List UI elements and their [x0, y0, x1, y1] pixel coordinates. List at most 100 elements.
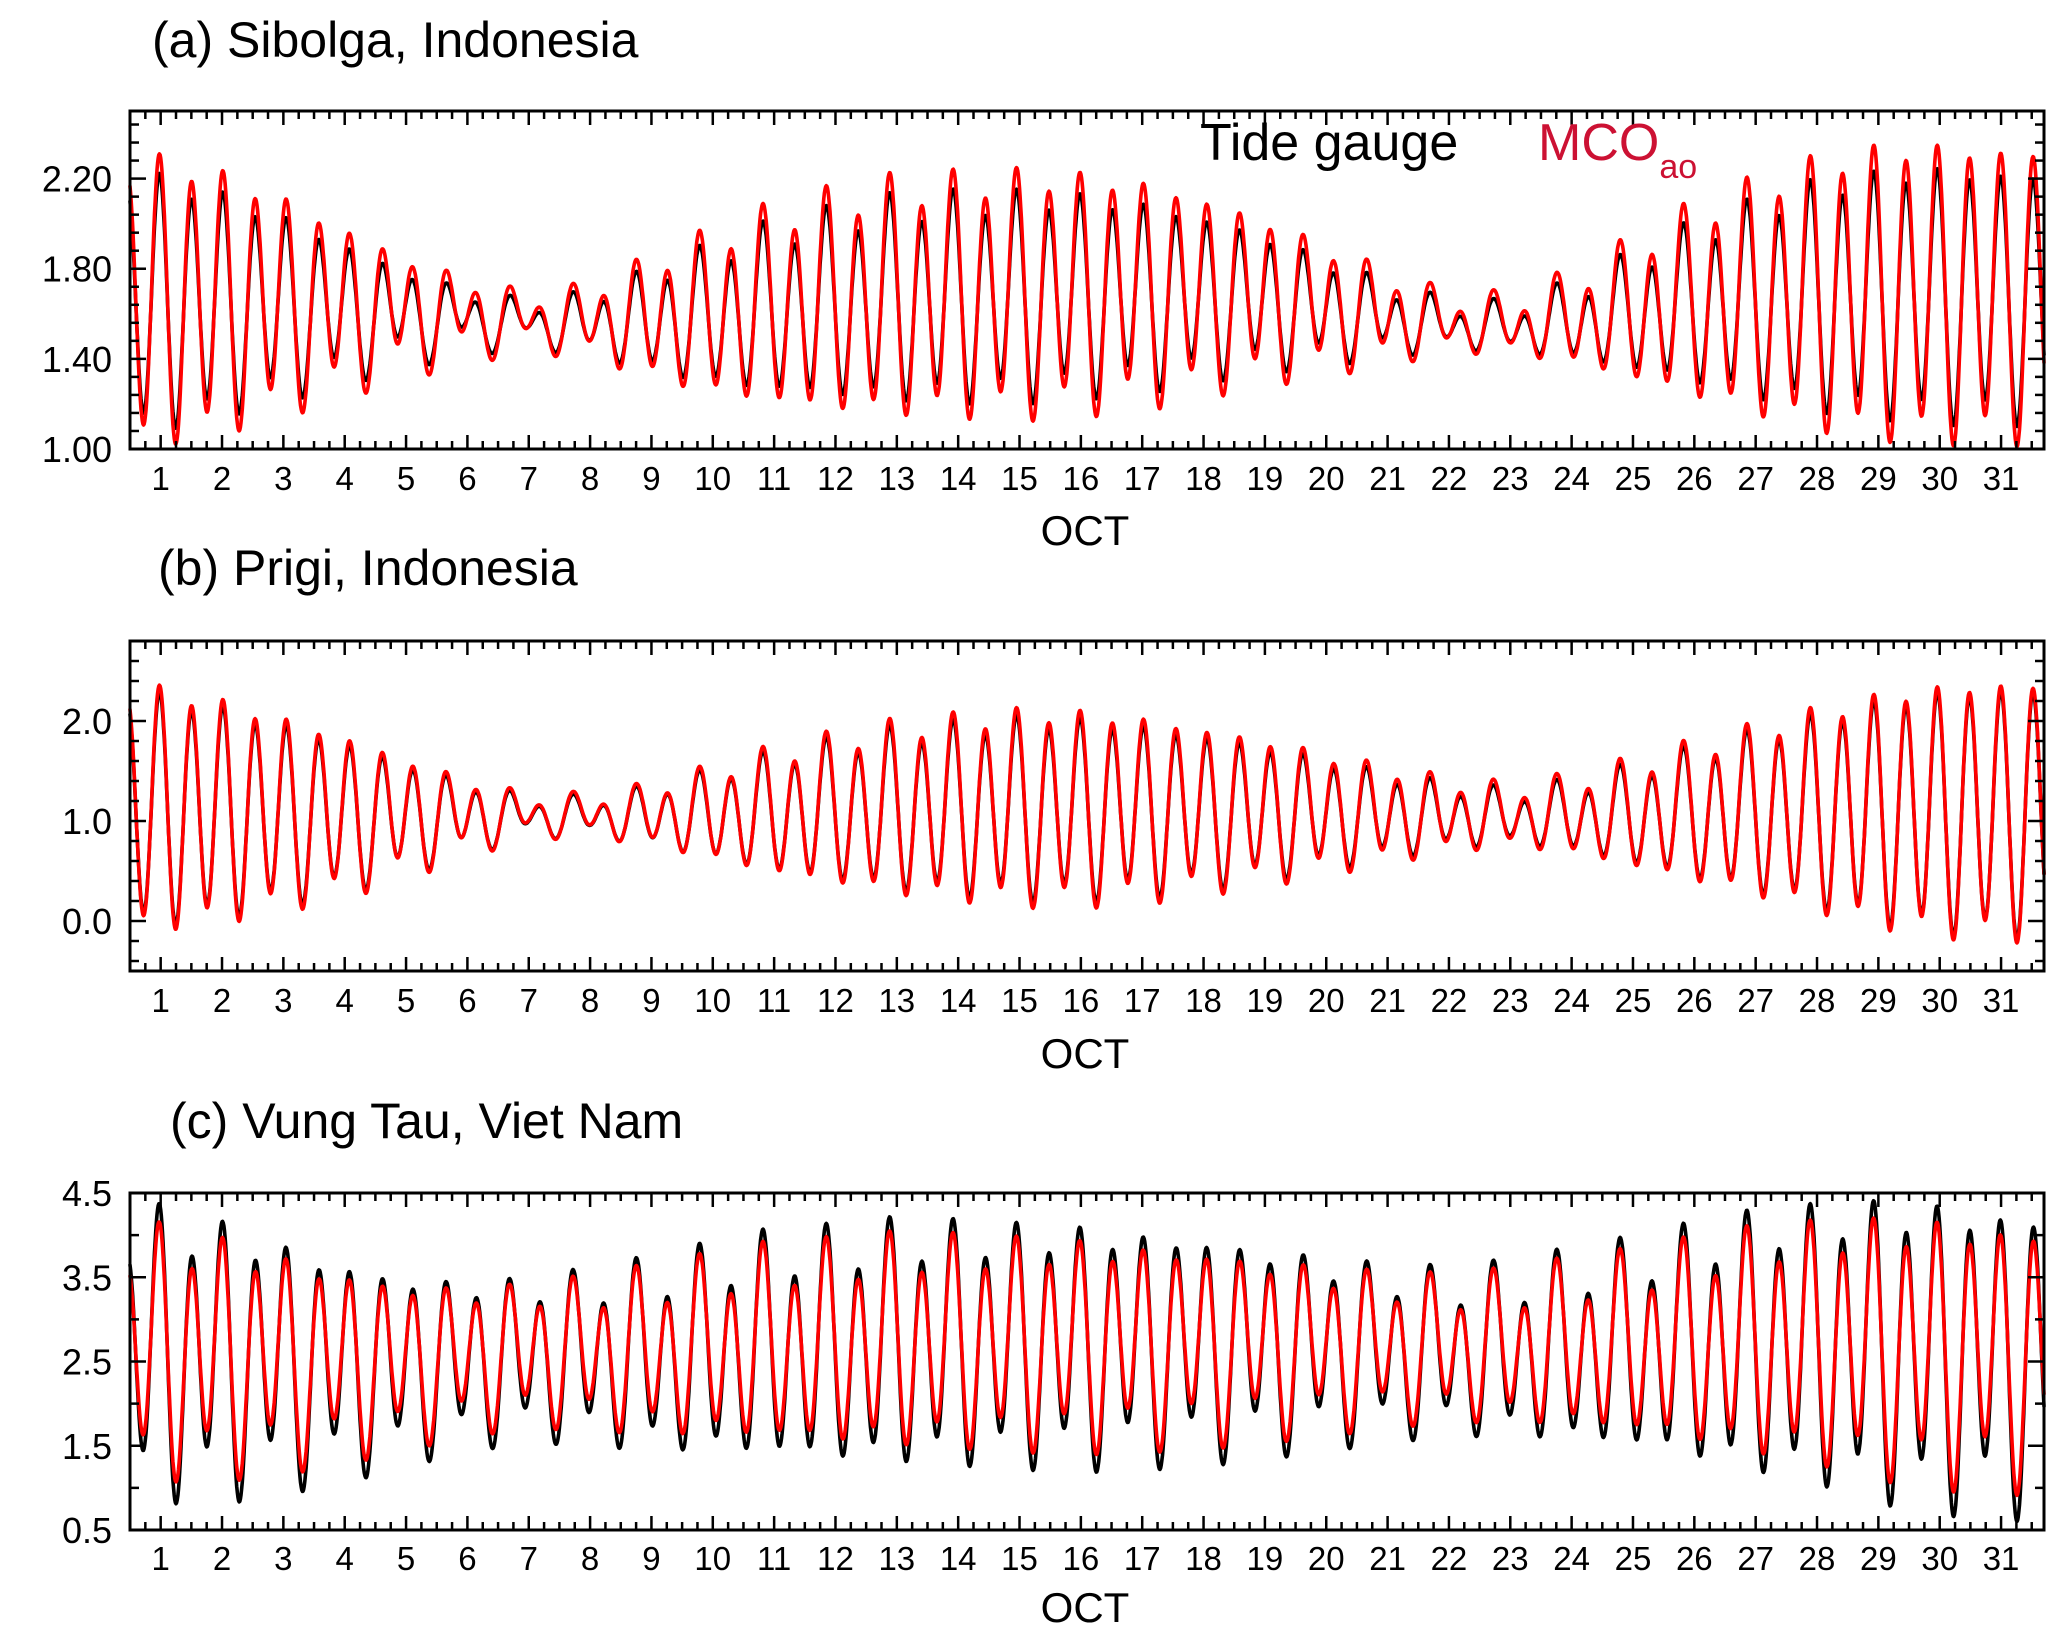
- panel-b-x-tick-label: 9: [642, 982, 660, 1019]
- panel-b-x-tick-label: 16: [1063, 982, 1100, 1019]
- panel-b-title: (b) Prigi, Indonesia: [158, 540, 578, 596]
- panel-c-x-tick-label: 4: [336, 1540, 354, 1577]
- panel-b-plot-frame: [128, 639, 2046, 973]
- panel-c-x-tick-label: 1: [151, 1540, 169, 1577]
- panel-b: (b) Prigi, Indonesia 1 2 3 4 5 6 7 8 9 10 11 12 13 14…: [62, 540, 2046, 1077]
- panel-a-x-tick-label: 30: [1921, 460, 1958, 497]
- panel-c-x-tick-label: 10: [694, 1540, 731, 1577]
- panel-c-x-tick-label: 7: [520, 1540, 538, 1577]
- panel-a-x-tick-label: 19: [1247, 460, 1284, 497]
- panel-b-series-mco-line: [128, 683, 2046, 945]
- panel-a-x-tick-label: 13: [878, 460, 915, 497]
- panel-c-x-tick-label: 23: [1492, 1540, 1529, 1577]
- panel-c-y-tick-label: 4.5: [62, 1173, 112, 1214]
- panel-b-x-tick-label: 19: [1247, 982, 1284, 1019]
- panel-b-xlabel: OCT: [1041, 1030, 1130, 1077]
- panel-a-x-tick-label: 23: [1492, 460, 1529, 497]
- panel-a-x-tick-label: 10: [694, 460, 731, 497]
- panel-b-y-tick-label: 2.0: [62, 701, 112, 742]
- panel-a-x-tick-label: 2: [213, 460, 231, 497]
- panel-a-title: (a) Sibolga, Indonesia: [152, 12, 639, 68]
- panel-c-x-tick-label: 20: [1308, 1540, 1345, 1577]
- panel-b-ticks: 1 2 3 4 5 6 7 8 9 10 11 12 13 14 15 16 17 18 19 20 21 22 23 24 2…: [62, 639, 2044, 1019]
- panel-a-x-tick-label: 21: [1369, 460, 1406, 497]
- legend-tide-gauge: Tide gauge: [1200, 114, 1458, 172]
- panel-a-x-tick-label: 11: [757, 460, 791, 497]
- panel-b-x-tick-label: 28: [1799, 982, 1836, 1019]
- panel-c-x-tick-label: 25: [1615, 1540, 1652, 1577]
- panel-b-x-tick-label: 10: [694, 982, 731, 1019]
- panel-b-series: [128, 683, 2046, 945]
- panel-b-x-tick-label: 8: [581, 982, 599, 1019]
- legend: Tide gauge MCOao: [1200, 114, 1697, 186]
- panel-b-x-tick-label: 29: [1860, 982, 1897, 1019]
- panel-b-y-tick-label: 1.0: [62, 801, 112, 842]
- panel-a-x-tick-label: 22: [1431, 460, 1468, 497]
- panel-b-x-tick-label: 5: [397, 982, 415, 1019]
- panel-a-x-tick-label: 29: [1860, 460, 1897, 497]
- panel-a: (a) Sibolga, Indonesia 1 2 3 4 5 6 7 8 9 10 11 12 13…: [42, 12, 2046, 554]
- panel-c-x-tick-label: 18: [1185, 1540, 1222, 1577]
- panel-c-x-tick-label: 6: [458, 1540, 476, 1577]
- panel-a-x-tick-label: 3: [274, 460, 292, 497]
- panel-b-x-tick-label: 17: [1124, 982, 1161, 1019]
- panel-a-x-tick-label: 14: [940, 460, 977, 497]
- panel-a-x-tick-label: 5: [397, 460, 415, 497]
- panel-b-x-tick-label: 14: [940, 982, 977, 1019]
- panel-c-x-tick-label: 2: [213, 1540, 231, 1577]
- panel-a-x-tick-label: 4: [336, 460, 354, 497]
- panel-a-y-tick-label: 2.20: [42, 159, 112, 200]
- panel-a-x-tick-label: 15: [1001, 460, 1038, 497]
- panel-b-x-tick-label: 3: [274, 982, 292, 1019]
- panel-a-series: [128, 143, 2046, 449]
- panel-c-x-tick-label: 21: [1369, 1540, 1406, 1577]
- panel-a-x-tick-label: 25: [1615, 460, 1652, 497]
- panel-a-x-tick-label: 12: [817, 460, 854, 497]
- panel-c-x-tick-label: 22: [1431, 1540, 1468, 1577]
- panel-c-y-tick-label: 0.5: [62, 1510, 112, 1551]
- panel-c-x-tick-label: 31: [1983, 1540, 2020, 1577]
- panel-c-x-tick-label: 14: [940, 1540, 977, 1577]
- panel-a-x-tick-label: 31: [1983, 460, 2020, 497]
- panel-c-x-tick-label: 3: [274, 1540, 292, 1577]
- panel-c-xlabel: OCT: [1041, 1584, 1130, 1631]
- panel-b-x-tick-label: 20: [1308, 982, 1345, 1019]
- panel-a-series-mco-line: [128, 143, 2046, 449]
- panel-b-x-tick-label: 27: [1737, 982, 1774, 1019]
- panel-c-x-tick-label: 26: [1676, 1540, 1713, 1577]
- panel-b-x-tick-label: 31: [1983, 982, 2020, 1019]
- panel-a-xlabel: OCT: [1041, 507, 1130, 554]
- panel-b-x-tick-label: 24: [1553, 982, 1590, 1019]
- panel-c-x-tick-label: 11: [757, 1540, 791, 1577]
- panel-b-x-tick-label: 26: [1676, 982, 1713, 1019]
- panel-c-x-tick-label: 13: [878, 1540, 915, 1577]
- panel-c-x-tick-label: 15: [1001, 1540, 1038, 1577]
- panel-c-y-tick-label: 1.5: [62, 1426, 112, 1467]
- panel-b-x-tick-label: 4: [336, 982, 354, 1019]
- panel-a-x-tick-label: 24: [1553, 460, 1590, 497]
- panel-b-x-tick-label: 1: [151, 982, 169, 1019]
- panel-c-x-tick-label: 29: [1860, 1540, 1897, 1577]
- panel-c-x-tick-label: 28: [1799, 1540, 1836, 1577]
- panel-c-x-tick-label: 19: [1247, 1540, 1284, 1577]
- panel-b-x-tick-label: 30: [1921, 982, 1958, 1019]
- panel-c-x-tick-label: 12: [817, 1540, 854, 1577]
- panel-a-x-tick-label: 27: [1737, 460, 1774, 497]
- panel-a-x-tick-label: 8: [581, 460, 599, 497]
- panel-c: (c) Vung Tau, Viet Nam 1 2 3 4 5 6 7 8 9 10 11 12 13…: [62, 1093, 2046, 1631]
- panel-b-x-tick-label: 15: [1001, 982, 1038, 1019]
- panel-a-x-tick-label: 9: [642, 460, 660, 497]
- panel-c-series-mco-line: [128, 1216, 2046, 1498]
- panel-a-x-tick-label: 20: [1308, 460, 1345, 497]
- panel-a-x-tick-label: 17: [1124, 460, 1161, 497]
- panel-b-x-tick-label: 25: [1615, 982, 1652, 1019]
- panel-a-x-tick-label: 7: [520, 460, 538, 497]
- panel-b-x-tick-label: 23: [1492, 982, 1529, 1019]
- panel-c-x-tick-label: 24: [1553, 1540, 1590, 1577]
- panel-c-y-tick-label: 2.5: [62, 1342, 112, 1383]
- panel-c-x-tick-label: 16: [1063, 1540, 1100, 1577]
- panel-a-x-tick-label: 1: [151, 460, 169, 497]
- legend-mco-label: MCO: [1538, 114, 1659, 172]
- panel-a-ticks: 1 2 3 4 5 6 7 8 9 10 11 12 13 14 15 16 17 18 19 20 21 22 23 24 2…: [42, 111, 2044, 497]
